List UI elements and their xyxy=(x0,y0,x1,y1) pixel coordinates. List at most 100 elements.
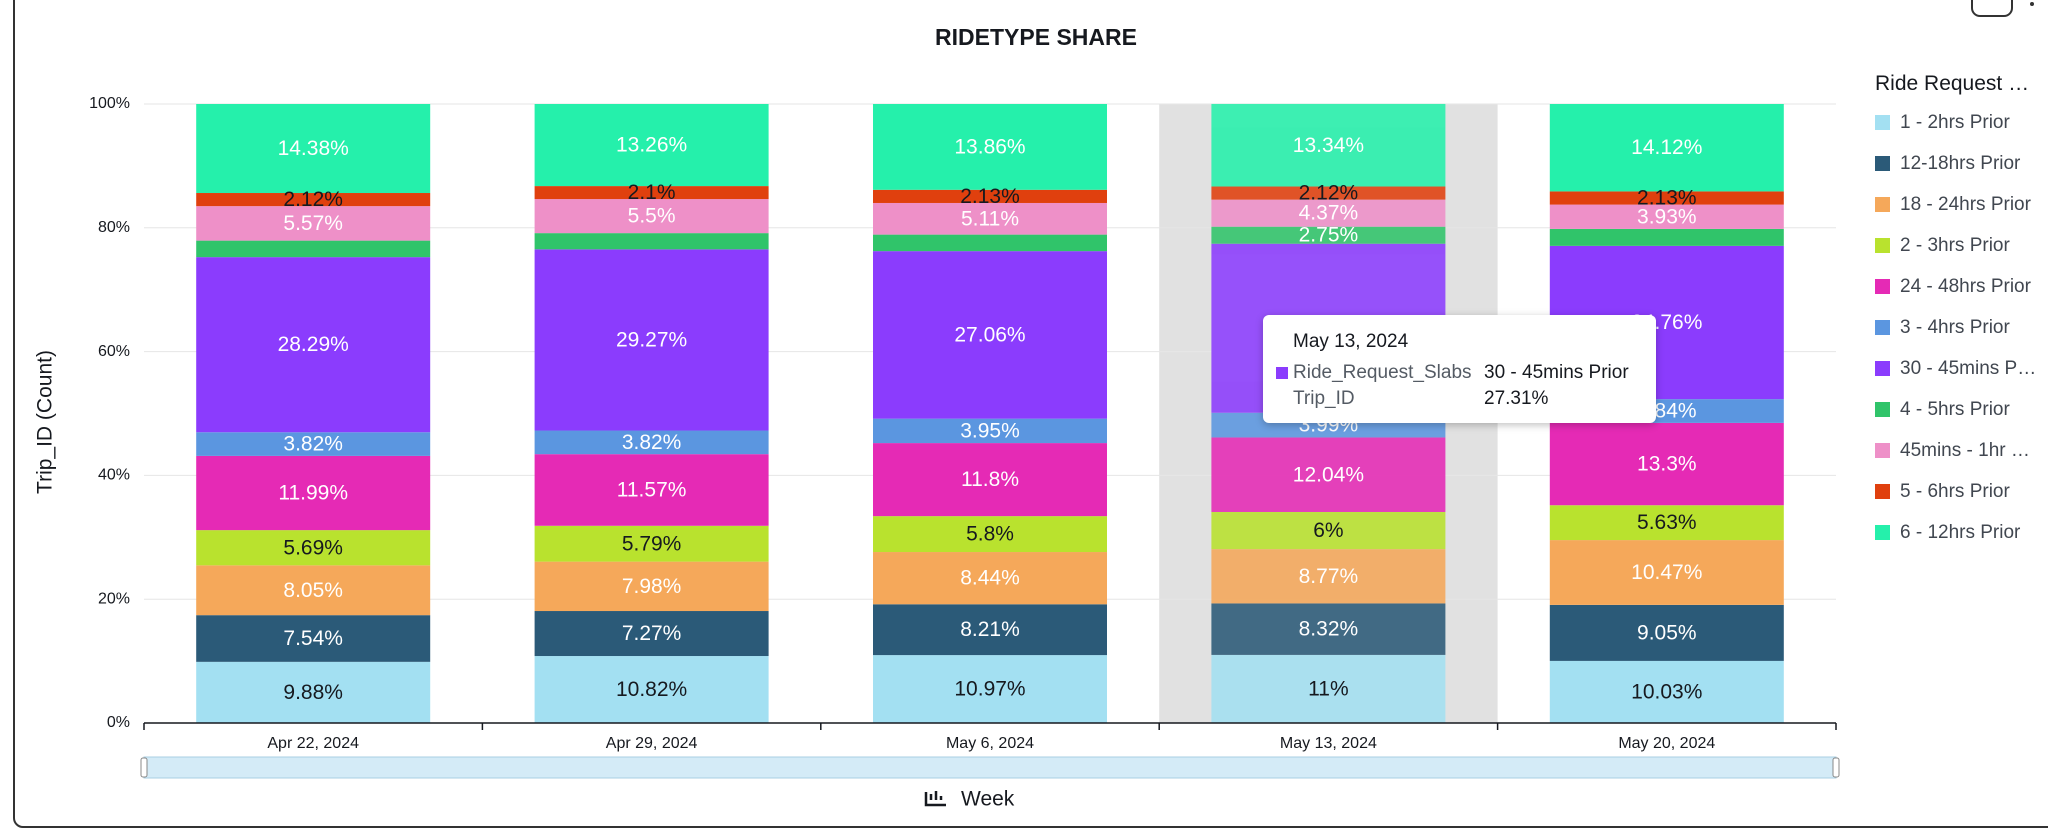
legend-label: 30 - 45mins Prior xyxy=(1900,357,2040,379)
x-tick-label: May 6, 2024 xyxy=(946,735,1034,752)
legend-item[interactable]: 45mins - 1hr Prior xyxy=(1875,430,2045,471)
bar-segment xyxy=(196,455,431,531)
scroll-handle[interactable] xyxy=(1832,757,1840,778)
week-icon xyxy=(924,791,946,807)
bar-segment xyxy=(196,565,431,616)
bar-segment xyxy=(196,193,431,207)
tooltip-swatch xyxy=(1276,367,1288,379)
data-label: 5.57% xyxy=(283,212,343,235)
data-label: 2.1% xyxy=(628,181,676,204)
legend-swatch xyxy=(1875,238,1890,253)
bar-stack xyxy=(534,104,769,723)
legend-item[interactable]: 30 - 45mins Prior xyxy=(1875,348,2045,389)
legend-label: 2 - 3hrs Prior xyxy=(1900,234,2010,256)
x-tick-label: May 13, 2024 xyxy=(1280,735,1377,752)
bar-segment xyxy=(1211,226,1446,244)
bar-segment xyxy=(1549,104,1784,192)
bar-segment xyxy=(534,104,769,187)
bar-segment xyxy=(534,430,769,455)
tooltip: May 13, 2024 Ride_Request_Slabs 30 - 45m… xyxy=(1263,315,1656,423)
data-label: 2.12% xyxy=(1299,182,1359,205)
legend-swatch xyxy=(1875,115,1890,130)
data-label: 10.97% xyxy=(954,678,1025,701)
bar-stack xyxy=(873,104,1107,723)
data-label: 8.05% xyxy=(283,579,343,602)
bar-segment xyxy=(1211,437,1446,512)
bar-segment xyxy=(534,249,769,431)
data-label: 3.82% xyxy=(283,433,343,456)
legend-swatch xyxy=(1875,525,1890,540)
bar-segment xyxy=(534,454,769,526)
bar-segment xyxy=(534,656,769,723)
data-label: 11.57% xyxy=(617,479,687,502)
data-label: 7.98% xyxy=(622,575,682,598)
legend-label: 3 - 4hrs Prior xyxy=(1900,316,2010,338)
legend-swatch xyxy=(1875,279,1890,294)
tooltip-field: Ride_Request_Slabs xyxy=(1293,362,1472,383)
bar-segment xyxy=(1549,422,1784,506)
bar-segment xyxy=(873,202,1107,235)
data-label: 12.04% xyxy=(1293,463,1364,486)
scroll-handle[interactable] xyxy=(140,757,148,778)
bar-segment xyxy=(1549,660,1784,723)
data-label: 4.37% xyxy=(1299,202,1359,225)
legend-item[interactable]: 2 - 3hrs Prior xyxy=(1875,225,2045,266)
bar-segment xyxy=(534,611,769,657)
data-label: 10.03% xyxy=(1631,681,1702,704)
y-axis-title: Trip_ID (Count) xyxy=(34,350,57,494)
data-label: 5.63% xyxy=(1637,511,1697,534)
data-label: 5.5% xyxy=(628,205,676,228)
data-label: 3.82% xyxy=(622,431,682,454)
legend-swatch xyxy=(1875,484,1890,499)
bar-segment xyxy=(534,199,769,234)
bar-segment xyxy=(1211,511,1446,550)
legend-item[interactable]: 4 - 5hrs Prior xyxy=(1875,389,2045,430)
bar-segment xyxy=(1549,191,1784,205)
corner-icons[interactable] xyxy=(1971,0,2034,17)
legend-title: Ride Request … xyxy=(1875,72,2030,95)
legend-item[interactable]: 24 - 48hrs Prior xyxy=(1875,266,2045,307)
bar-segment xyxy=(196,432,431,456)
legend-item[interactable]: 3 - 4hrs Prior xyxy=(1875,307,2045,348)
data-label: 3.95% xyxy=(960,419,1020,442)
y-tick-label: 40% xyxy=(98,467,130,484)
legend-item[interactable]: 5 - 6hrs Prior xyxy=(1875,471,2045,512)
bar-segment xyxy=(873,443,1107,517)
legend-item[interactable]: 1 - 2hrs Prior xyxy=(1875,102,2045,143)
legend-swatch xyxy=(1875,402,1890,417)
legend-label: 45mins - 1hr Prior xyxy=(1900,439,2040,461)
legend-item[interactable]: 6 - 12hrs Prior xyxy=(1875,512,2045,553)
data-label: 11.99% xyxy=(278,482,348,505)
data-label: 10.47% xyxy=(1631,561,1702,584)
bar-segment xyxy=(873,552,1107,605)
bar-segment xyxy=(873,104,1107,190)
legend-item[interactable]: 18 - 24hrs Prior xyxy=(1875,184,2045,225)
bar-segment xyxy=(1211,199,1446,227)
data-label: 2.12% xyxy=(283,188,343,211)
y-tick-label: 100% xyxy=(89,95,130,112)
bar-segment xyxy=(196,104,431,194)
bar-segment xyxy=(1211,186,1446,200)
data-label: 28.29% xyxy=(278,333,349,356)
x-axis-title: Week xyxy=(961,788,1015,811)
data-label: 3.93% xyxy=(1637,205,1697,228)
y-tick-label: 20% xyxy=(98,590,130,607)
y-tick-label: 80% xyxy=(98,219,130,236)
bar-segment xyxy=(1549,228,1784,246)
bar-segment xyxy=(196,661,431,723)
data-label: 2.13% xyxy=(960,185,1020,208)
data-label: 9.05% xyxy=(1637,621,1697,644)
legend-label: 1 - 2hrs Prior xyxy=(1900,111,2010,133)
bar-segment xyxy=(196,240,431,258)
legend-item[interactable]: 12-18hrs Prior xyxy=(1875,143,2045,184)
data-label: 14.12% xyxy=(1631,136,1702,159)
y-tick-label: 60% xyxy=(98,343,130,360)
data-label: 27.06% xyxy=(954,323,1025,346)
scroll-bar[interactable] xyxy=(143,756,1837,779)
bar-segment xyxy=(1549,505,1784,541)
data-label: 11% xyxy=(1308,678,1348,701)
bar-segment xyxy=(873,516,1107,553)
bar-segment xyxy=(873,418,1107,444)
